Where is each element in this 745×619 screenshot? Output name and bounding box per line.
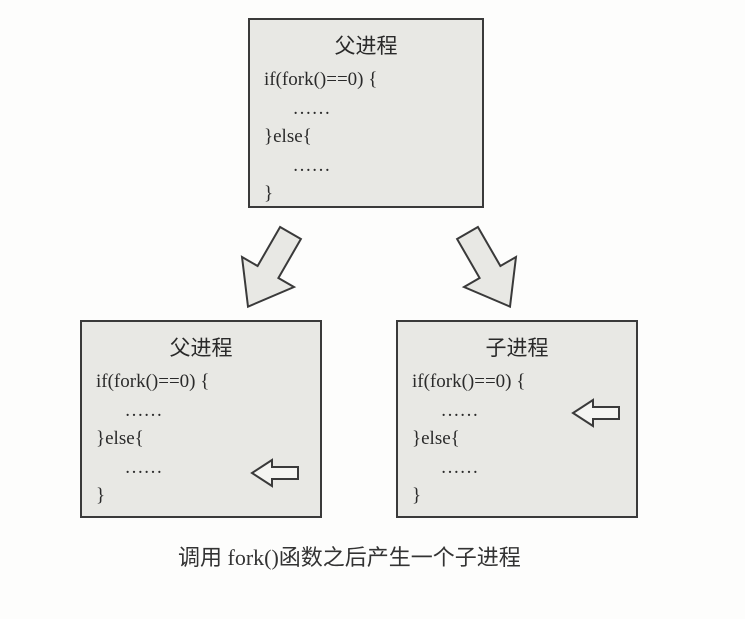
- box-title: 父进程: [264, 30, 468, 60]
- code-line: if(fork()==0) {: [96, 368, 306, 397]
- code-line: }else{: [264, 123, 468, 152]
- code-line: ……: [264, 152, 468, 181]
- fork-arrow-right: [430, 209, 549, 336]
- code-line: }: [264, 180, 468, 209]
- code-line: ……: [412, 454, 622, 483]
- box-title: 父进程: [96, 332, 306, 362]
- code-line: }else{: [96, 425, 306, 454]
- code-line: ……: [96, 397, 306, 426]
- code-line: }: [412, 482, 622, 511]
- fork-arrow-left: [208, 209, 327, 336]
- code-line: if(fork()==0) {: [412, 368, 622, 397]
- execution-pointer-child: [571, 398, 621, 433]
- execution-pointer-parent: [250, 458, 300, 493]
- code-line: if(fork()==0) {: [264, 66, 468, 95]
- diagram-caption: 调用 fork()函数之后产生一个子进程: [178, 540, 521, 572]
- parent-process-box-top: 父进程 if(fork()==0) { …… }else{ …… }: [248, 18, 484, 208]
- box-title: 子进程: [412, 332, 622, 362]
- code-line: ……: [264, 95, 468, 124]
